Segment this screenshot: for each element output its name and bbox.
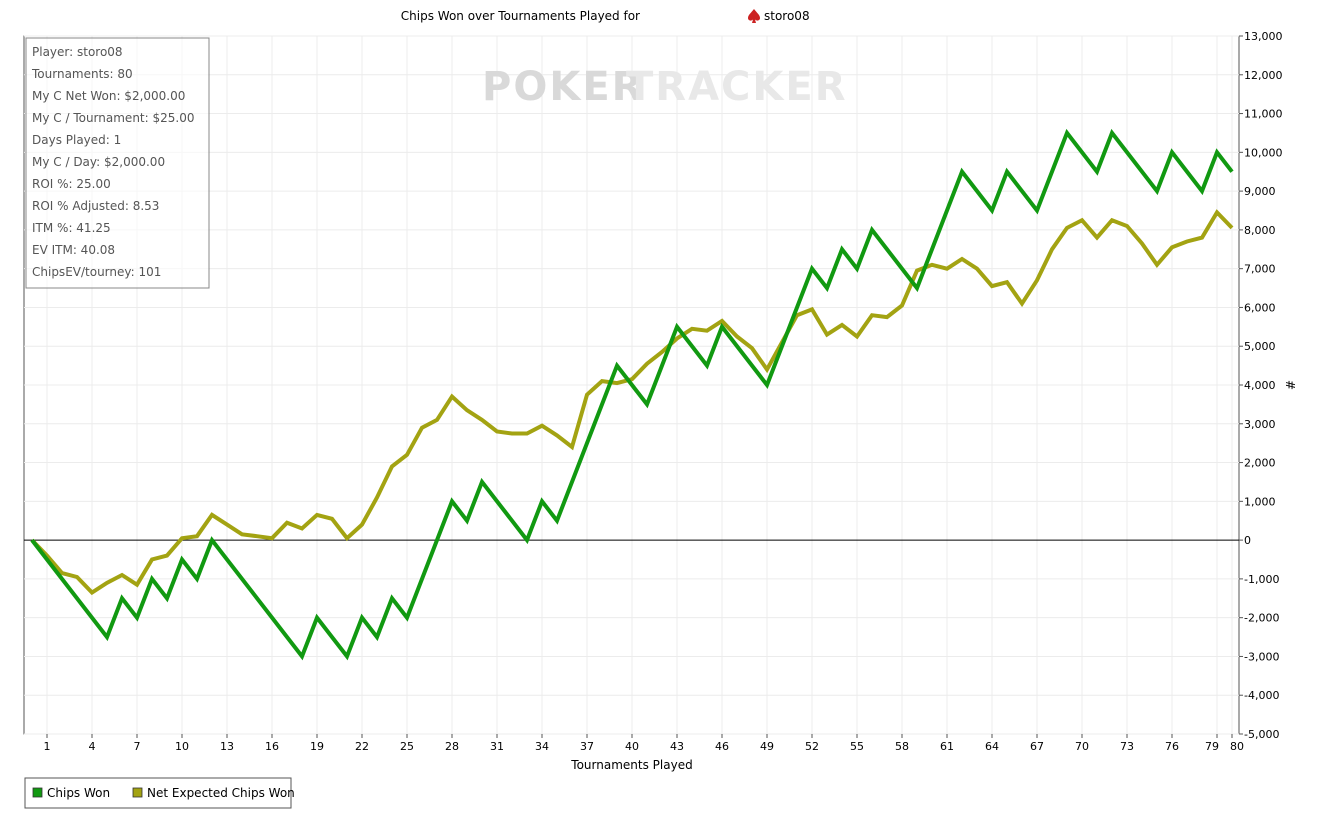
y-axis-title: #: [1284, 380, 1298, 390]
y-tick-label: 4,000: [1244, 379, 1276, 392]
y-tick-label: 13,000: [1244, 30, 1283, 43]
y-axis: -5,000 -4,000 -3,000 -2,000 -1,000 0 1,000 2,00…: [1239, 30, 1283, 741]
y-tick-label: -4,000: [1244, 689, 1279, 702]
y-tick-label: 6,000: [1244, 301, 1276, 314]
legend-swatch-net-expected: [132, 787, 143, 798]
x-tick-label: 73: [1120, 740, 1134, 753]
y-tick-label: -1,000: [1244, 573, 1279, 586]
stat-line: ROI %: 25.00: [32, 177, 111, 191]
x-tick-label: 13: [220, 740, 234, 753]
legend-label-chips-won: Chips Won: [47, 786, 110, 800]
y-tick-label: 0: [1244, 534, 1251, 547]
x-tick-label: 79: [1205, 740, 1219, 753]
chart-title: Chips Won over Tournaments Played for: [401, 9, 640, 23]
y-tick-label: 8,000: [1244, 224, 1276, 237]
x-tick-label: 28: [445, 740, 459, 753]
y-tick-label: 11,000: [1244, 108, 1283, 121]
x-tick-label: 55: [850, 740, 864, 753]
legend-frame: [24, 777, 292, 809]
x-tick-label: 31: [490, 740, 504, 753]
x-tick-label: 19: [310, 740, 324, 753]
y-tick-label: 1,000: [1244, 495, 1276, 508]
legend: Chips Won Net Expected Chips Won: [24, 777, 295, 809]
chart-title-player: storo08: [764, 9, 810, 23]
y-tick-label: 3,000: [1244, 418, 1276, 431]
x-tick-label: 40: [625, 740, 639, 753]
series-layer: [30, 128, 1234, 661]
y-tick-label: 2,000: [1244, 457, 1276, 470]
stat-line: ROI % Adjusted: 8.53: [32, 199, 159, 213]
legend-label-net-expected: Net Expected Chips Won: [147, 786, 295, 800]
stat-line: Player: storo08: [32, 45, 123, 59]
stat-line: ChipsEV/tourney: 101: [32, 265, 161, 279]
y-tick-label: -2,000: [1244, 612, 1279, 625]
pokertracker-watermark: POKER TRACKER: [482, 64, 848, 110]
x-tick-label: 7: [134, 740, 141, 753]
y-tick-label: 5,000: [1244, 340, 1276, 353]
x-tick-label: 37: [580, 740, 594, 753]
y-tick-label: 12,000: [1244, 69, 1283, 82]
x-tick-label: 58: [895, 740, 909, 753]
x-tick-label: 61: [940, 740, 954, 753]
legend-swatch-chips-won: [32, 787, 43, 798]
stat-line: My C Net Won: $2,000.00: [32, 89, 185, 103]
x-tick-label: 46: [715, 740, 729, 753]
y-tick-label: 7,000: [1244, 263, 1276, 276]
watermark-right: TRACKER: [626, 64, 848, 110]
stats-box-frame: [25, 37, 210, 289]
x-tick-label: 76: [1165, 740, 1179, 753]
x-tick-label: 80: [1230, 740, 1244, 753]
watermark-left: POKER: [482, 64, 644, 110]
stat-line: My C / Day: $2,000.00: [32, 155, 165, 169]
series-line-net-expected-chips-won: [30, 209, 1234, 596]
stat-line: ITM %: 41.25: [32, 221, 111, 235]
x-tick-label: 25: [400, 740, 414, 753]
stat-line: EV ITM: 40.08: [32, 243, 115, 257]
stat-line: My C / Tournament: $25.00: [32, 111, 194, 125]
chart-title-group: Chips Won over Tournaments Played for st…: [401, 9, 810, 23]
y-tick-label: 10,000: [1244, 146, 1283, 159]
x-tick-label: 43: [670, 740, 684, 753]
x-tick-label: 22: [355, 740, 369, 753]
x-tick-label: 34: [535, 740, 549, 753]
x-tick-label: 52: [805, 740, 819, 753]
y-tick-label: -5,000: [1244, 728, 1279, 741]
stat-line: Tournaments: 80: [31, 67, 133, 81]
x-tick-label: 67: [1030, 740, 1044, 753]
x-tick-label: 16: [265, 740, 279, 753]
x-axis: 1 4 7 10 13 16 19 22 25 28 31 34 37 40 43 46 49 52 55 58 61 6…: [44, 734, 1244, 753]
stat-line: Days Played: 1: [32, 133, 121, 147]
x-tick-label: 70: [1075, 740, 1089, 753]
y-tick-label: -3,000: [1244, 650, 1279, 663]
x-tick-label: 49: [760, 740, 774, 753]
x-tick-label: 10: [175, 740, 189, 753]
stats-lines: Player: storo08 Tournaments: 80 My C Net W…: [31, 45, 194, 279]
series-line-chips-won: [30, 128, 1234, 661]
x-tick-label: 4: [89, 740, 96, 753]
x-tick-label: 64: [985, 740, 999, 753]
x-axis-title: Tournaments Played: [570, 758, 692, 772]
x-tick-label: 1: [44, 740, 51, 753]
spade-icon: [748, 9, 760, 23]
y-tick-label: 9,000: [1244, 185, 1276, 198]
stats-box: Player: storo08 Tournaments: 80 My C Net W…: [25, 37, 210, 289]
